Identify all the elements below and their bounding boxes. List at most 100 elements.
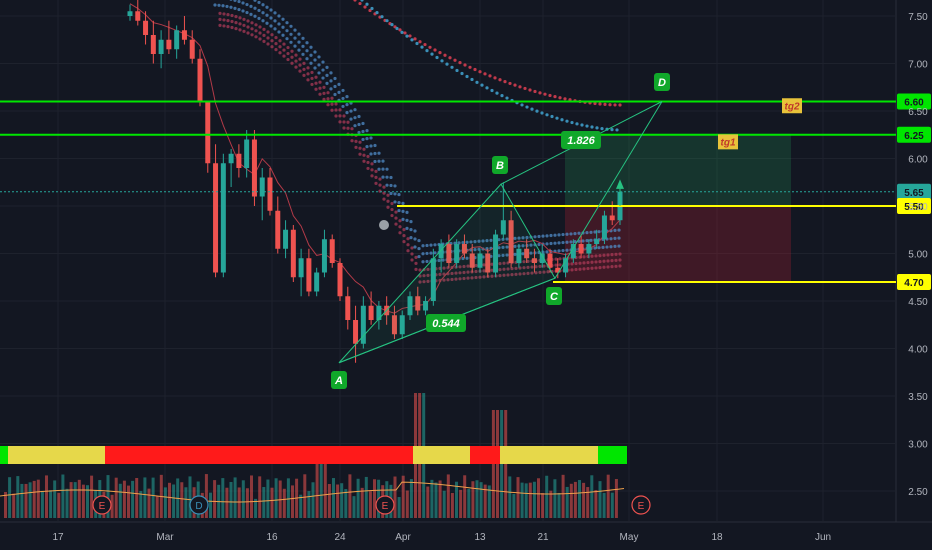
volume-bar: [40, 490, 44, 518]
candle-body: [205, 101, 211, 164]
ema-dot-red: [458, 61, 462, 65]
point-label-B: B: [496, 160, 504, 172]
band-dot-red: [542, 264, 546, 268]
band-dot-red: [242, 23, 246, 27]
ema-dot-red: [438, 51, 442, 55]
ema-dot-teal: [600, 126, 604, 131]
band-dot-red: [498, 274, 502, 278]
volume-bar: [291, 485, 294, 518]
band-dot-blue: [309, 53, 313, 57]
candle-body: [516, 248, 522, 263]
trend-heatmap-strip: [0, 446, 627, 464]
band-dot-red: [362, 159, 366, 163]
ema-dot-teal: [415, 41, 419, 46]
band-dot-blue: [273, 27, 277, 31]
ema-dot-red: [408, 34, 412, 38]
band-dot-blue: [245, 2, 249, 7]
point-bg-A: [331, 371, 347, 389]
band-dot-red: [614, 264, 618, 268]
band-dot-blue: [553, 241, 557, 245]
band-dot-red: [442, 278, 446, 282]
band-dot-blue: [277, 30, 281, 34]
band-dot-blue: [605, 245, 609, 249]
band-dot-blue: [389, 183, 393, 188]
y-tick-label: 5.00: [908, 250, 928, 261]
volume-bar: [430, 479, 434, 518]
band-dot-blue: [505, 237, 509, 241]
band-dot-red: [238, 28, 242, 32]
event-marker-E: E: [382, 501, 389, 512]
volume-bar: [139, 491, 143, 518]
candle-body: [166, 39, 172, 50]
band-dot-red: [322, 85, 326, 89]
y-tick-label: 4.50: [908, 297, 928, 308]
volume-bar: [344, 489, 348, 518]
band-dot-blue: [433, 243, 437, 247]
x-axis[interactable]: 17 Mar 16 24 Apr 13 21 May 18 Jun: [52, 532, 831, 543]
y-tick-label: 3.00: [908, 440, 928, 451]
band-dot-red: [274, 42, 278, 46]
volume-bar: [262, 487, 266, 518]
volume-bar: [434, 482, 438, 518]
ratio-label: 0.544: [432, 318, 460, 330]
event-marker-E: E: [99, 501, 106, 512]
band-dot-red: [414, 267, 418, 271]
y-tick-label: 7.00: [908, 60, 928, 71]
band-dot-red: [310, 76, 314, 81]
band-dot-red: [498, 262, 502, 266]
band-dot-blue: [473, 248, 477, 252]
band-dot-red: [370, 168, 374, 172]
candle-body: [508, 220, 514, 263]
horizontal-levels[interactable]: 6.60 6.25 5.65 5.50 4.70: [0, 93, 931, 291]
band-dot-red: [346, 126, 350, 130]
candle-body: [609, 215, 615, 221]
band-dot-red: [394, 210, 398, 214]
band-dot-red: [610, 253, 614, 257]
pattern-labels: tg2 tg1 A B C D 0.544 1.826: [331, 73, 802, 389]
band-dot-red: [410, 258, 414, 262]
band-dot-blue: [253, 0, 257, 2]
band-dot-red: [570, 262, 574, 266]
band-dot-red: [298, 63, 302, 67]
ema-dot-teal: [470, 77, 474, 82]
band-dot-blue: [293, 36, 297, 40]
band-dot-blue: [269, 16, 273, 20]
y-axis[interactable]: 7.50 7.00 6.50 6.00 5.50 5.00 4.50 4.00 3.50 3.00…: [908, 12, 928, 498]
ema-dot-teal: [540, 111, 544, 115]
band-dot-red: [266, 30, 270, 34]
volume-bar: [163, 487, 167, 518]
band-dot-blue: [305, 41, 309, 45]
volume-bar: [586, 487, 590, 518]
band-dot-red: [262, 33, 266, 37]
band-dot-red: [242, 17, 246, 21]
volume-bar: [151, 477, 155, 518]
band-dot-blue: [305, 57, 309, 61]
band-dot-red: [378, 183, 382, 187]
volume-bar: [578, 480, 581, 518]
band-dot-blue: [361, 121, 365, 126]
point-bg-D: [654, 73, 670, 91]
band-dot-blue: [613, 228, 617, 232]
volume-bar: [118, 483, 122, 518]
ema-dot-red: [603, 102, 607, 107]
band-dot-blue: [409, 236, 413, 240]
volume-bar: [537, 478, 540, 518]
band-dot-blue: [597, 246, 601, 250]
band-dot-red: [466, 276, 470, 280]
band-dot-blue: [321, 76, 325, 80]
band-dot-red: [286, 57, 290, 62]
band-dot-red: [462, 276, 466, 281]
candle-body: [594, 239, 600, 244]
band-dot-red: [226, 13, 230, 17]
band-dot-blue: [617, 244, 621, 248]
band-dot-blue: [385, 167, 389, 171]
band-dot-blue: [289, 40, 293, 44]
volume-bar: [168, 482, 171, 518]
band-dot-blue: [393, 192, 397, 196]
band-dot-blue: [521, 244, 525, 248]
band-dot-red: [422, 280, 426, 284]
band-dot-blue: [281, 17, 285, 21]
band-dot-red: [286, 45, 290, 50]
band-dot-blue: [409, 220, 413, 224]
